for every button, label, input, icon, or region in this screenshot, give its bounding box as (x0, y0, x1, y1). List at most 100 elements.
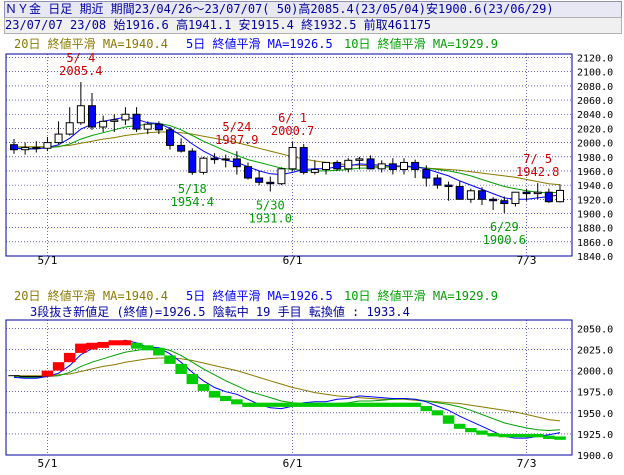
x-tick-label: 7/3 (517, 457, 537, 470)
candlestick-panel: 1840.0 1860.0 1880.0 1900.0 1920.0 1940.0 1960… (5, 51, 613, 267)
annotation-date: 7/ 5 (523, 152, 552, 166)
y-tick-label: 2100.0 (577, 68, 613, 79)
y-tick-label: 1880.0 (577, 224, 613, 235)
kagi-block (52, 362, 65, 371)
y-tick-label: 2025.0 (577, 346, 613, 357)
candle-body (221, 158, 230, 161)
y-tick-label: 1960.0 (577, 167, 613, 178)
kagi-block (97, 341, 109, 348)
candle-body (466, 190, 475, 200)
kagi-block (231, 399, 243, 405)
annotation-value: 1900.6 (483, 233, 526, 247)
annotation-value: 1931.0 (249, 212, 292, 226)
candle-body (522, 191, 531, 195)
ma10-line-lower (13, 347, 561, 432)
legend-ma5: 5日 終値平滑 MA=1926.5 (186, 36, 333, 51)
annotation-value: 2000.7 (271, 124, 314, 138)
y-tick-label: 2050.0 (577, 324, 613, 335)
kagi-block (63, 352, 76, 363)
kagi-block (331, 402, 343, 407)
ma10-line (13, 122, 561, 194)
annotation-value: 2085.4 (59, 64, 102, 78)
y-tick-label: 2080.0 (577, 82, 613, 93)
candle-body (288, 147, 297, 170)
kagi-block (275, 402, 288, 407)
candle-body (377, 163, 386, 170)
candle-body (277, 168, 286, 185)
kagi-block (543, 435, 555, 439)
annotation-date: 5/30 (256, 199, 285, 213)
kagi-block (186, 374, 199, 385)
candle-body (110, 119, 119, 122)
y-tick-label: 2000.0 (577, 139, 613, 150)
y-tick-label: 2120.0 (577, 54, 613, 65)
candle-body (422, 169, 431, 179)
kagi-block (531, 433, 544, 438)
annotation-date: 6/29 (490, 220, 519, 234)
x-tick-label: 5/1 (37, 457, 57, 470)
candle-body (210, 157, 219, 161)
y-tick-label: 1900.0 (577, 451, 613, 462)
annotation-value: 1942.8 (516, 165, 559, 179)
legend-ma20: 20日 終値平滑 MA=1940.4 (14, 36, 168, 51)
candle-body (76, 105, 85, 124)
kagi-block (476, 430, 488, 435)
candle-body (489, 198, 498, 202)
kagi-block (175, 363, 187, 374)
candle-body (166, 129, 174, 146)
y-tick-label: 1925.0 (577, 430, 613, 441)
candle-body (366, 158, 375, 170)
kagi-block (465, 428, 477, 433)
candle-body (121, 113, 130, 121)
kagi-block (197, 384, 210, 391)
kagi-block (309, 402, 321, 407)
kagi-block (41, 370, 54, 377)
candle-body (322, 161, 330, 171)
candle-body (54, 133, 63, 144)
kagi-block (208, 390, 221, 398)
candle-body (244, 166, 252, 179)
candle-body (232, 158, 241, 168)
kagi-block (320, 402, 332, 407)
kagi-block (453, 423, 466, 429)
candle-body (344, 159, 353, 170)
candle-body (199, 157, 208, 173)
kagi-block (119, 340, 132, 346)
annotation-value: 1987.9 (215, 133, 258, 147)
kagi-block (353, 402, 366, 407)
kagi-block (398, 402, 410, 407)
kagi-block (130, 342, 143, 349)
y-tick-label: 2040.0 (577, 110, 613, 121)
candle-body (433, 177, 442, 186)
candle-body (299, 147, 308, 173)
annotation-value: 1954.4 (171, 195, 214, 209)
kagi-block (420, 406, 433, 412)
kagi-block (219, 395, 232, 401)
candle-body (411, 161, 420, 171)
candle-body (533, 191, 542, 195)
kagi-block (153, 347, 165, 356)
candle-body (333, 161, 342, 170)
kagi-block (520, 433, 533, 438)
candle-body (143, 123, 152, 130)
annotation-date: 6/ 1 (278, 111, 307, 125)
kagi-block (242, 402, 254, 407)
y-tick-label: 1920.0 (577, 195, 613, 206)
x-tick-label: 6/1 (283, 457, 303, 470)
candle-body (43, 142, 52, 149)
ma5-line-lower (13, 339, 561, 439)
candle-body (500, 200, 509, 205)
kagi-block (487, 433, 499, 437)
candle-body (400, 161, 408, 171)
ma20-line-lower (14, 357, 561, 422)
kagi-block (554, 436, 566, 440)
y-tick-label: 2000.0 (577, 367, 613, 378)
candle-body (388, 163, 397, 171)
candle-body (32, 147, 41, 150)
candle-body (177, 144, 186, 152)
x-tick-label: 5/1 (37, 254, 57, 267)
kagi-block (86, 342, 98, 350)
kagi-block (442, 415, 455, 424)
y-tick-label: 1975.0 (577, 388, 613, 399)
